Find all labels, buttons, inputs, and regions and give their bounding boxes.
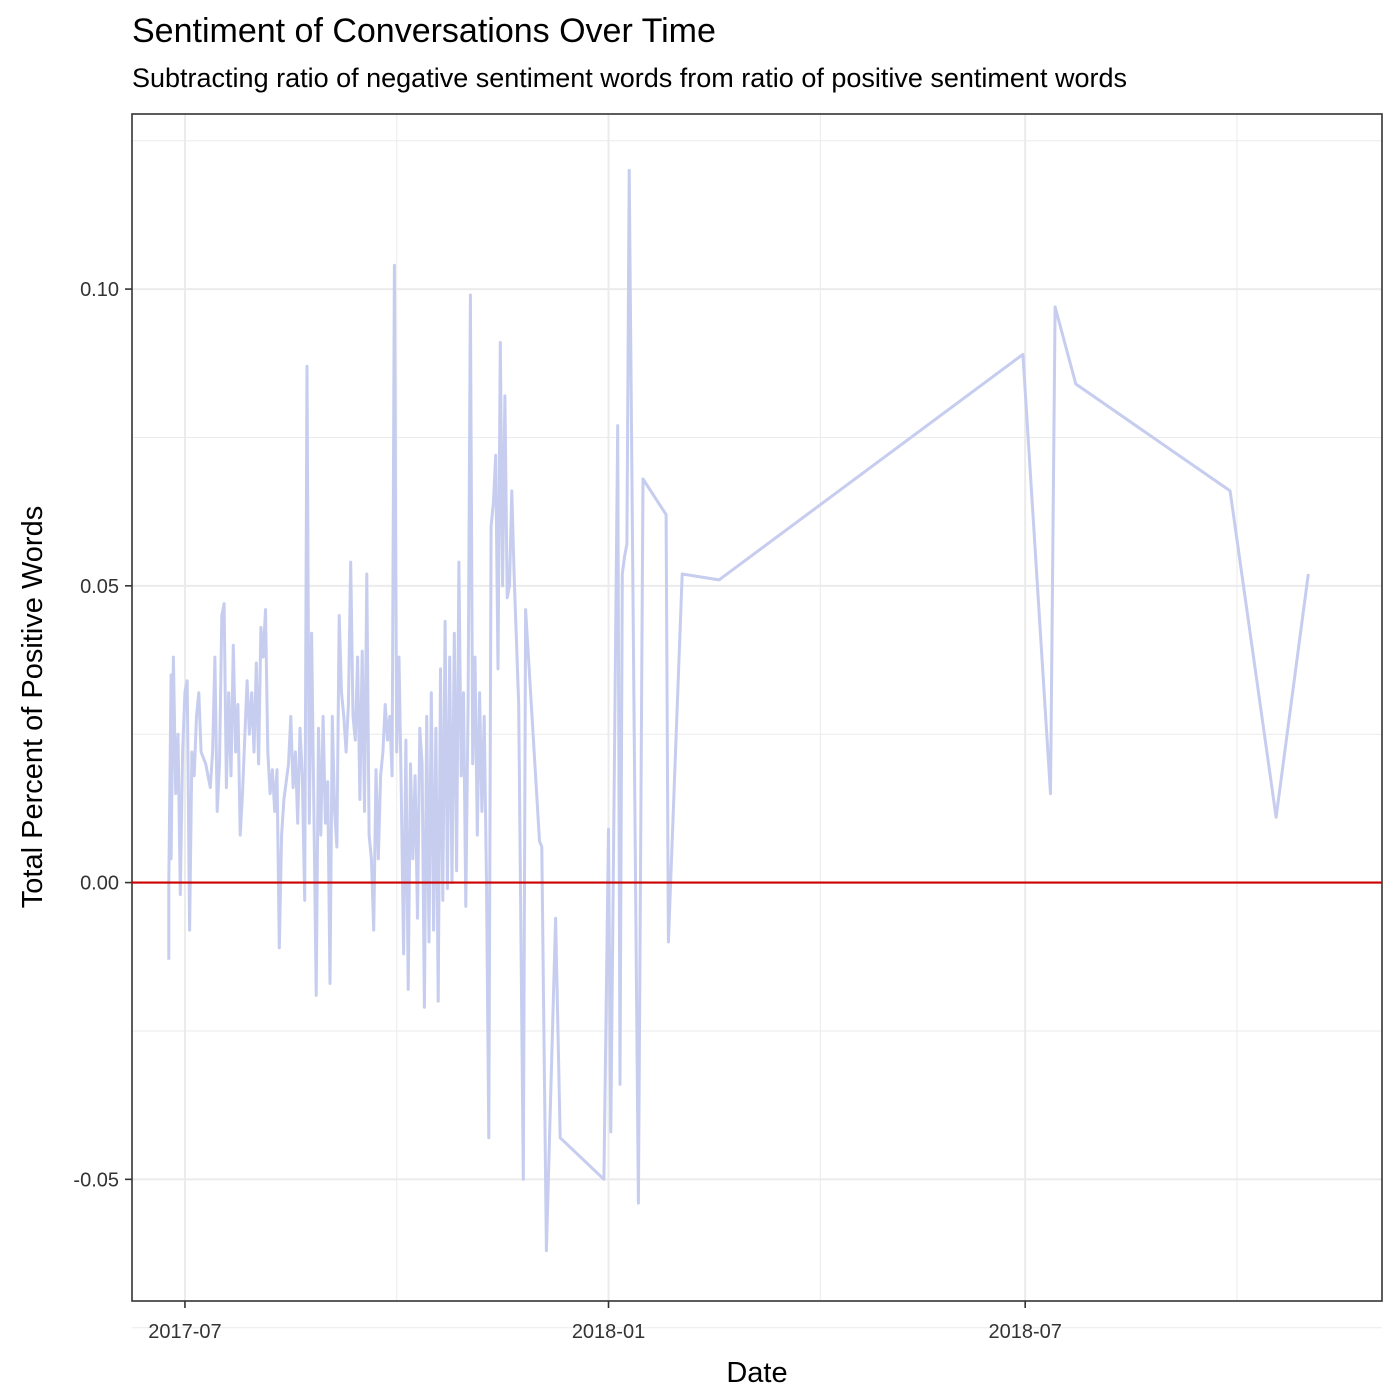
plot-panel-border [131, 113, 1383, 1302]
x-tick-label: 2017-07 [148, 1321, 221, 1343]
x-tick-labels: 2017-07 2018-01 2018-07 [148, 1321, 1062, 1343]
x-tick-label: 2018-07 [988, 1321, 1061, 1343]
x-tick-label: 2018-01 [572, 1321, 645, 1343]
x-axis-title: Date [726, 1357, 787, 1389]
y-tick-label: 0.00 [80, 873, 119, 895]
chart-title: Sentiment of Conversations Over Time [132, 12, 716, 50]
series-layer [167, 168, 1310, 1253]
y-axis-title: Total Percent of Positive Words [17, 506, 49, 908]
minor-gridlines [132, 114, 1382, 1329]
chart-subtitle: Subtracting ratio of negative sentiment … [132, 63, 1127, 93]
axis-ticks [125, 288, 1026, 1308]
y-tick-labels: -0.05 0.00 0.05 0.10 [73, 279, 119, 1191]
y-tick-label: 0.05 [80, 576, 119, 598]
y-tick-label: 0.10 [80, 279, 119, 301]
sentiment-line [167, 168, 1310, 1253]
y-tick-label: -0.05 [73, 1169, 119, 1191]
plot-panel-background [132, 114, 1382, 1301]
